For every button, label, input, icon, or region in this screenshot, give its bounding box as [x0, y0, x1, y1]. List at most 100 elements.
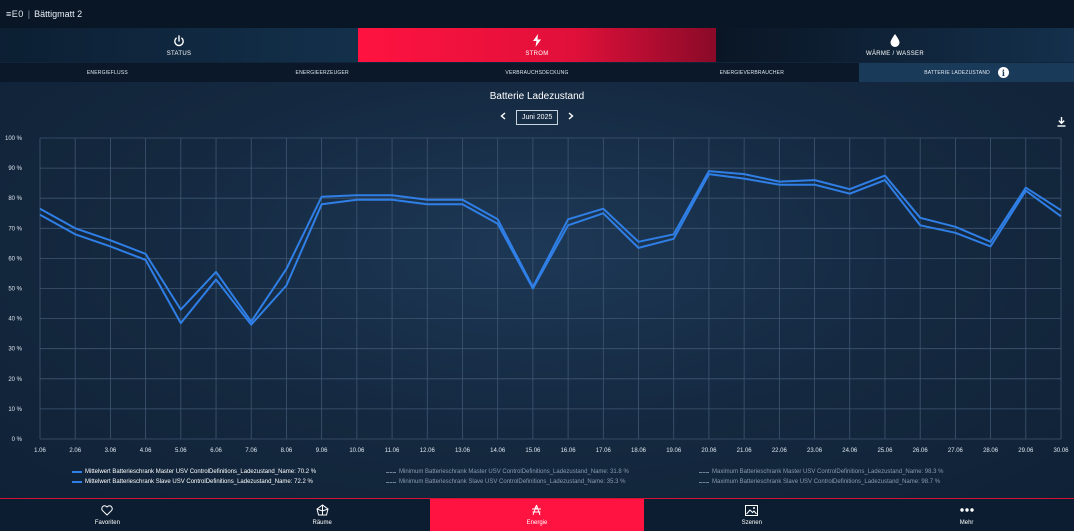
- chevron-left-icon: [500, 112, 506, 120]
- legend-label: Maximum Batterieschrank Master USV Contr…: [712, 469, 944, 475]
- main-tabs: STATUS STROM WÄRME / WASSER: [0, 28, 1074, 62]
- x-tick-label: 7.06: [245, 448, 257, 454]
- x-tick-label: 30.06: [1053, 448, 1069, 454]
- y-tick-label: 0 %: [12, 437, 23, 443]
- x-tick-label: 22.06: [772, 448, 788, 454]
- tab-status-label: STATUS: [166, 50, 192, 57]
- app-logo[interactable]: ≡E0: [6, 9, 24, 19]
- y-tick-label: 100 %: [5, 136, 23, 142]
- nav-mehr[interactable]: Mehr: [859, 499, 1074, 531]
- x-tick-label: 12.06: [420, 448, 436, 454]
- x-tick-label: 1.06: [34, 448, 46, 454]
- heart-icon: [101, 504, 114, 516]
- x-tick-label: 26.06: [913, 448, 929, 454]
- x-tick-label: 17.06: [596, 448, 612, 454]
- download-button[interactable]: [1057, 114, 1067, 127]
- bottom-navigation: Favoriten Räume Energie Szenen Mehr: [0, 498, 1074, 531]
- x-tick-label: 16.06: [561, 448, 577, 454]
- legend-item[interactable]: Minimum Batterieschrank Master USV Contr…: [386, 469, 629, 475]
- x-tick-label: 27.06: [948, 448, 964, 454]
- next-month-button[interactable]: [564, 112, 578, 123]
- energy-icon: [530, 504, 543, 516]
- y-tick-label: 10 %: [8, 407, 22, 413]
- tab-strom[interactable]: STROM: [358, 28, 716, 62]
- subtab-label: ENERGIEVERBRAUCHER: [719, 69, 785, 76]
- chart-legend: Mittelwert Batterieschrank Master USV Co…: [0, 466, 1074, 496]
- subtab-label: ENERGIEERZEUGER: [295, 69, 349, 76]
- legend-item[interactable]: Maximum Batterieschrank Slave USV Contro…: [699, 479, 940, 485]
- legend-swatch: [72, 481, 82, 483]
- nav-label: Szenen: [741, 520, 762, 526]
- info-icon[interactable]: i: [997, 67, 1009, 78]
- legend-item[interactable]: Maximum Batterieschrank Master USV Contr…: [699, 469, 943, 475]
- y-tick-label: 60 %: [8, 256, 22, 262]
- x-tick-label: 28.06: [983, 448, 999, 454]
- legend-label: Maximum Batterieschrank Slave USV Contro…: [712, 479, 941, 485]
- header-separator: |: [27, 9, 31, 19]
- nav-label: Mehr: [959, 520, 974, 526]
- month-selector[interactable]: Juni 2025: [516, 110, 559, 125]
- legend-item[interactable]: Minimum Batterieschrank Slave USV Contro…: [386, 479, 625, 485]
- nav-energie[interactable]: Energie: [429, 499, 645, 531]
- x-tick-label: 5.06: [175, 448, 187, 454]
- y-tick-label: 40 %: [8, 317, 22, 323]
- subtab-label: BATTERIE LADEZUSTAND: [924, 69, 990, 76]
- more-icon: [959, 504, 974, 516]
- x-tick-label: 2.06: [69, 448, 81, 454]
- x-tick-label: 19.06: [666, 448, 682, 454]
- y-tick-label: 20 %: [8, 377, 22, 383]
- x-tick-label: 9.06: [316, 448, 328, 454]
- subtab-energieerzeuger[interactable]: ENERGIEERZEUGER: [215, 63, 430, 82]
- subtab-label: VERBRAUCHSDECKUNG: [505, 69, 569, 76]
- series-line-master: [39, 170, 1062, 323]
- y-tick-label: 90 %: [8, 166, 22, 172]
- previous-month-button[interactable]: [496, 112, 510, 123]
- subtab-verbrauchsdeckung[interactable]: VERBRAUCHSDECKUNG: [430, 63, 645, 82]
- x-tick-label: 13.06: [455, 448, 471, 454]
- tab-strom-label: STROM: [525, 50, 549, 57]
- image-icon: [745, 504, 759, 516]
- x-tick-label: 15.06: [525, 448, 541, 454]
- x-tick-label: 20.06: [701, 448, 717, 454]
- tab-waerme-label: WÄRME / WASSER: [866, 50, 924, 57]
- lightning-icon: [532, 34, 542, 48]
- y-tick-label: 70 %: [8, 226, 22, 232]
- chart-panel: Batterie Ladezustand Juni 2025 0 % 10 % 20…: [0, 82, 1074, 498]
- app-header: ≡E0 | Bättigmatt 2: [0, 0, 1074, 28]
- legend-swatch: [386, 471, 396, 473]
- house-icon: [316, 504, 329, 516]
- x-tick-label: 4.06: [140, 448, 152, 454]
- x-tick-label: 6.06: [210, 448, 222, 454]
- legend-label: Minimum Batterieschrank Master USV Contr…: [399, 469, 629, 475]
- legend-swatch: [699, 471, 709, 473]
- subtab-batterie-ladezustand[interactable]: BATTERIE LADEZUSTAND i: [859, 63, 1074, 82]
- x-tick-label: 24.06: [842, 448, 858, 454]
- nav-favoriten[interactable]: Favoriten: [0, 499, 215, 531]
- x-tick-label: 23.06: [807, 448, 823, 454]
- legend-item[interactable]: Mittelwert Batterieschrank Slave USV Con…: [72, 479, 313, 485]
- legend-label: Minimum Batterieschrank Slave USV Contro…: [399, 479, 626, 485]
- nav-szenen[interactable]: Szenen: [644, 499, 859, 531]
- subtab-energiefluss[interactable]: ENERGIEFLUSS: [0, 63, 215, 82]
- tab-status[interactable]: STATUS: [0, 28, 358, 62]
- power-icon: [173, 34, 185, 48]
- nav-label: Energie: [526, 520, 548, 526]
- chevron-right-icon: [568, 112, 574, 120]
- y-tick-label: 80 %: [8, 196, 22, 202]
- y-tick-label: 50 %: [8, 287, 22, 293]
- tab-waerme-wasser[interactable]: WÄRME / WASSER: [716, 28, 1074, 62]
- legend-swatch: [386, 481, 396, 483]
- sub-tabs: ENERGIEFLUSS ENERGIEERZEUGER VERBRAUCHSD…: [0, 63, 1074, 82]
- legend-item[interactable]: Mittelwert Batterieschrank Master USV Co…: [72, 469, 316, 475]
- legend-label: Mittelwert Batterieschrank Master USV Co…: [85, 469, 317, 475]
- x-tick-label: 11.06: [385, 448, 400, 454]
- subtab-energieverbraucher[interactable]: ENERGIEVERBRAUCHER: [644, 63, 859, 82]
- drop-icon: [890, 34, 900, 48]
- x-tick-label: 25.06: [877, 448, 893, 454]
- chart-title: Batterie Ladezustand: [489, 91, 585, 102]
- nav-label: Räume: [312, 520, 332, 526]
- nav-raeume[interactable]: Räume: [215, 499, 430, 531]
- legend-swatch: [72, 471, 82, 473]
- subtab-label: ENERGIEFLUSS: [86, 69, 128, 76]
- app-title: Bättigmatt 2: [34, 9, 83, 19]
